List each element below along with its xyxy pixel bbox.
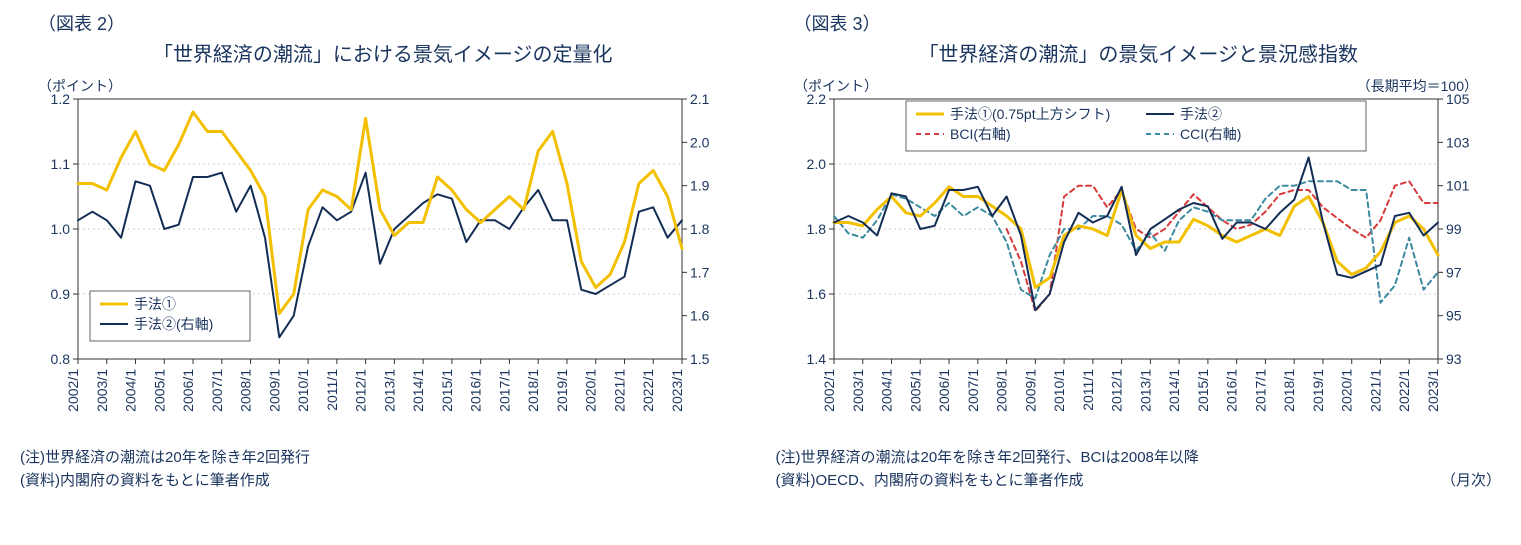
svg-text:2008/1: 2008/1	[993, 369, 1009, 412]
chart2-fig-label: （図表 2）	[38, 10, 746, 36]
svg-text:103: 103	[1446, 134, 1470, 150]
svg-text:2014/1: 2014/1	[1166, 369, 1182, 412]
svg-text:2019/1: 2019/1	[1309, 369, 1325, 412]
svg-text:2022/1: 2022/1	[640, 369, 656, 412]
chart2-note2: (資料)内閣府の資料をもとに筆者作成	[20, 470, 746, 493]
chart3-note1: (注)世界経済の潮流は20年を除き年2回発行、BCIは2008年以降	[776, 447, 1502, 470]
svg-text:2003/1: 2003/1	[94, 369, 110, 412]
svg-text:1.7: 1.7	[690, 264, 710, 280]
svg-text:2008/1: 2008/1	[238, 369, 254, 412]
svg-text:2017/1: 2017/1	[1252, 369, 1268, 412]
svg-text:101: 101	[1446, 178, 1470, 194]
svg-text:2005/1: 2005/1	[907, 369, 923, 412]
svg-text:2011/1: 2011/1	[1079, 369, 1095, 411]
svg-text:CCI(右軸): CCI(右軸)	[1180, 126, 1241, 142]
svg-text:1.6: 1.6	[690, 308, 710, 324]
svg-text:2021/1: 2021/1	[611, 369, 627, 412]
svg-text:BCI(右軸): BCI(右軸)	[950, 126, 1011, 142]
svg-text:2020/1: 2020/1	[583, 369, 599, 412]
svg-text:2011/1: 2011/1	[324, 369, 340, 411]
svg-text:2013/1: 2013/1	[381, 369, 397, 412]
svg-text:2016/1: 2016/1	[468, 369, 484, 412]
svg-text:1.8: 1.8	[806, 221, 826, 237]
svg-text:2006/1: 2006/1	[936, 369, 952, 412]
svg-text:2022/1: 2022/1	[1396, 369, 1412, 412]
svg-text:2012/1: 2012/1	[1108, 369, 1124, 412]
svg-text:手法②: 手法②	[1180, 106, 1222, 122]
svg-text:2018/1: 2018/1	[1281, 369, 1297, 412]
svg-text:95: 95	[1446, 308, 1462, 324]
chart3-notes: (注)世界経済の潮流は20年を除き年2回発行、BCIは2008年以降 (資料)O…	[776, 447, 1502, 492]
svg-text:2023/1: 2023/1	[1425, 369, 1441, 412]
svg-text:2007/1: 2007/1	[964, 369, 980, 412]
svg-text:2005/1: 2005/1	[151, 369, 167, 412]
chart3-panel: （図表 3） 「世界経済の潮流」の景気イメージと景況感指数 1.4 1.6 1.8 2…	[776, 10, 1502, 492]
svg-text:2014/1: 2014/1	[410, 369, 426, 412]
svg-text:2023/1: 2023/1	[669, 369, 685, 412]
chart3-title: 「世界経済の潮流」の景気イメージと景況感指数	[776, 38, 1502, 67]
svg-text:0.8: 0.8	[51, 351, 71, 367]
svg-text:2010/1: 2010/1	[295, 369, 311, 412]
svg-text:（長期平均＝100）: （長期平均＝100）	[1356, 78, 1477, 94]
svg-text:2010/1: 2010/1	[1051, 369, 1067, 412]
svg-text:2.0: 2.0	[690, 134, 710, 150]
svg-text:1.8: 1.8	[690, 221, 710, 237]
svg-text:99: 99	[1446, 221, 1462, 237]
svg-text:手法①(0.75pt上方シフト): 手法①(0.75pt上方シフト)	[950, 106, 1110, 122]
chart3-svg: 1.41.61.82.02.2939597991011031052002/120…	[776, 71, 1496, 441]
svg-text:（ポイント）: （ポイント）	[794, 78, 878, 94]
svg-text:2015/1: 2015/1	[1194, 369, 1210, 412]
chart2-svg: 0.80.91.01.11.21.51.61.71.81.92.02.12002…	[20, 71, 740, 441]
svg-text:2004/1: 2004/1	[123, 369, 139, 412]
chart3-fig-label: （図表 3）	[794, 10, 1502, 36]
svg-text:2017/1: 2017/1	[496, 369, 512, 412]
svg-text:1.6: 1.6	[806, 286, 826, 302]
svg-text:2.0: 2.0	[806, 156, 826, 172]
chart3-note2: (資料)OECD、内閣府の資料をもとに筆者作成	[776, 472, 1084, 489]
svg-text:0.9: 0.9	[51, 286, 71, 302]
svg-text:2020/1: 2020/1	[1338, 369, 1354, 412]
chart3-note-right: （月次）	[1441, 470, 1501, 493]
svg-text:2018/1: 2018/1	[525, 369, 541, 412]
svg-text:手法②(右軸): 手法②(右軸)	[134, 316, 213, 332]
svg-text:2015/1: 2015/1	[439, 369, 455, 412]
svg-text:1.1: 1.1	[51, 156, 71, 172]
svg-text:2019/1: 2019/1	[554, 369, 570, 412]
svg-text:2002/1: 2002/1	[65, 369, 81, 412]
chart2-note1: (注)世界経済の潮流は20年を除き年2回発行	[20, 447, 746, 470]
svg-text:2.1: 2.1	[690, 91, 710, 107]
svg-text:1.9: 1.9	[690, 178, 710, 194]
svg-text:1.0: 1.0	[51, 221, 71, 237]
svg-text:（ポイント）: （ポイント）	[38, 78, 122, 94]
svg-text:2002/1: 2002/1	[821, 369, 837, 412]
svg-text:2004/1: 2004/1	[878, 369, 894, 412]
svg-text:2009/1: 2009/1	[266, 369, 282, 412]
svg-text:2016/1: 2016/1	[1223, 369, 1239, 412]
chart2-panel: （図表 2） 「世界経済の潮流」における景気イメージの定量化 0.8 0.9 1.0…	[20, 10, 746, 492]
svg-text:2021/1: 2021/1	[1367, 369, 1383, 412]
chart2-notes: (注)世界経済の潮流は20年を除き年2回発行 (資料)内閣府の資料をもとに筆者作…	[20, 447, 746, 492]
svg-text:手法①: 手法①	[134, 296, 176, 312]
svg-text:2006/1: 2006/1	[180, 369, 196, 412]
svg-text:2003/1: 2003/1	[849, 369, 865, 412]
svg-text:2012/1: 2012/1	[353, 369, 369, 412]
svg-text:2013/1: 2013/1	[1137, 369, 1153, 412]
svg-text:93: 93	[1446, 351, 1462, 367]
svg-text:1.5: 1.5	[690, 351, 710, 367]
svg-text:2007/1: 2007/1	[209, 369, 225, 412]
chart2-title: 「世界経済の潮流」における景気イメージの定量化	[20, 38, 746, 67]
svg-text:1.4: 1.4	[806, 351, 826, 367]
svg-text:97: 97	[1446, 264, 1462, 280]
svg-text:2009/1: 2009/1	[1022, 369, 1038, 412]
